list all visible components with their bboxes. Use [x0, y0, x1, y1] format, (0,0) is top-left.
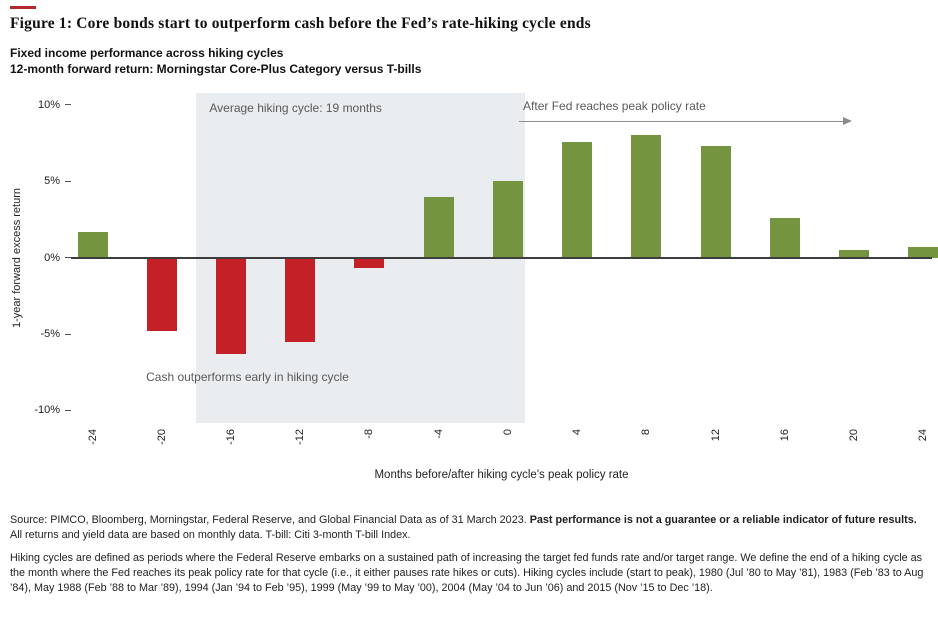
bar-month--8 [354, 257, 385, 269]
chart-subtitle: Fixed income performance across hiking c… [10, 46, 932, 78]
x-tick-16: 16 [778, 428, 791, 441]
source-line-1-normal: Source: PIMCO, Bloomberg, Morningstar, F… [10, 513, 530, 526]
peak-policy-arrow-icon [518, 116, 853, 125]
x-axis-ticks: -24 -20 -16 -12 -8 -4 0 4 8 12 16 20 24 [71, 429, 932, 461]
y-tick--5%: -5% [40, 328, 71, 340]
bar-month--12 [285, 257, 316, 342]
bar-month-20 [839, 250, 870, 258]
plot-area: Average hiking cycle: 19 months After Fe… [71, 92, 938, 423]
bar-month-0 [492, 181, 523, 258]
bar-chart: 1-year forward excess return 10% 5% 0% -5% -… [10, 92, 938, 495]
y-axis-title: 1-year forward excess return [11, 187, 23, 328]
bar-month-8 [631, 135, 662, 258]
x-tick-24: 24 [917, 428, 930, 441]
x-tick--8: -8 [363, 428, 376, 439]
x-tick--4: -4 [432, 428, 445, 439]
accent-rule [10, 6, 36, 9]
x-tick-8: 8 [640, 428, 653, 435]
bar-month--20 [146, 257, 177, 331]
x-tick--24: -24 [86, 428, 99, 445]
bar-month-16 [769, 217, 800, 258]
bar-month--24 [77, 231, 108, 258]
subtitle-line-2: 12-month forward return: Morningstar Cor… [10, 61, 422, 76]
source-line-1-bold: Past performance is not a guarantee or a… [529, 513, 917, 526]
bar-month-12 [700, 146, 731, 258]
average-hiking-cycle-label: Average hiking cycle: 19 months [209, 100, 382, 115]
x-tick-12: 12 [709, 428, 722, 441]
x-axis-title: Months before/after hiking cycle's peak … [374, 468, 629, 481]
footnote-text: Hiking cycles are defined as periods whe… [10, 552, 924, 595]
y-tick-10%: 10% [38, 99, 71, 111]
bar-month--16 [216, 257, 246, 354]
bar-month-24 [908, 246, 938, 258]
y-axis-ticks: 10% 5% 0% -5% -10% [25, 93, 71, 423]
x-tick-4: 4 [571, 428, 584, 435]
x-tick-20: 20 [848, 428, 861, 441]
source-line-2: All returns and yield data are based on … [10, 528, 411, 541]
bars-layer [71, 93, 938, 423]
source-text: Source: PIMCO, Bloomberg, Morningstar, F… [10, 513, 932, 543]
x-tick--16: -16 [225, 428, 237, 445]
x-tick--20: -20 [155, 428, 168, 445]
x-tick-0: 0 [501, 428, 514, 435]
zero-axis-line [71, 256, 932, 259]
y-tick-5%: 5% [44, 175, 71, 187]
y-tick-0%: 0% [44, 252, 71, 264]
subtitle-line-1: Fixed income performance across hiking c… [10, 46, 284, 60]
bar-month-4 [562, 141, 593, 258]
y-tick--10%: -10% [34, 404, 71, 416]
source-line-1: Source: PIMCO, Bloomberg, Morningstar, F… [10, 513, 932, 528]
peak-policy-annotation: After Fed reaches peak policy rate [523, 98, 706, 113]
figure-title: Figure 1: Core bonds start to outperform… [10, 15, 591, 32]
x-tick--12: -12 [294, 428, 307, 445]
bar-month--4 [423, 196, 454, 258]
cash-outperforms-annotation: Cash outperforms early in hiking cycle [146, 369, 349, 384]
